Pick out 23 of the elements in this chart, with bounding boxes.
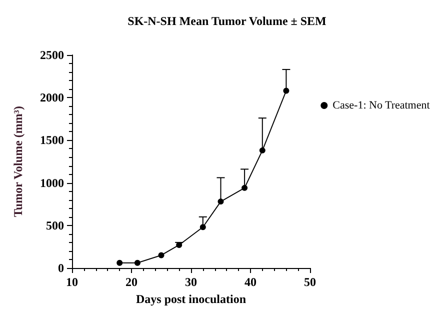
x-tick-label: 40	[244, 275, 256, 289]
x-tick-label: 20	[126, 275, 138, 289]
y-tick-label: 2000	[40, 90, 64, 105]
x-tick-label: 10	[66, 275, 78, 289]
point	[116, 260, 123, 266]
y-tick-label: 2500	[40, 48, 64, 62]
chart-title: SK-N-SH Mean Tumor Volume ± SEM	[128, 14, 326, 28]
y-axis-title: Tumor Volume (mm³)	[11, 106, 25, 217]
y-tick-label: 500	[46, 218, 64, 232]
x-tick-label: 50	[304, 275, 316, 289]
x-axis-title: Days post inoculation	[136, 292, 246, 306]
x-tick-label: 30	[185, 275, 197, 289]
point	[134, 260, 140, 266]
point	[283, 88, 290, 94]
y-tick-label: 1000	[40, 176, 64, 190]
y-tick-label: 1500	[40, 133, 64, 148]
point	[242, 184, 248, 191]
point	[218, 198, 224, 205]
point	[259, 147, 266, 154]
point	[200, 224, 206, 230]
y-tick-label: 0	[58, 261, 64, 275]
point	[158, 252, 164, 258]
legend-label: Case-1: No Treatment	[332, 100, 430, 112]
